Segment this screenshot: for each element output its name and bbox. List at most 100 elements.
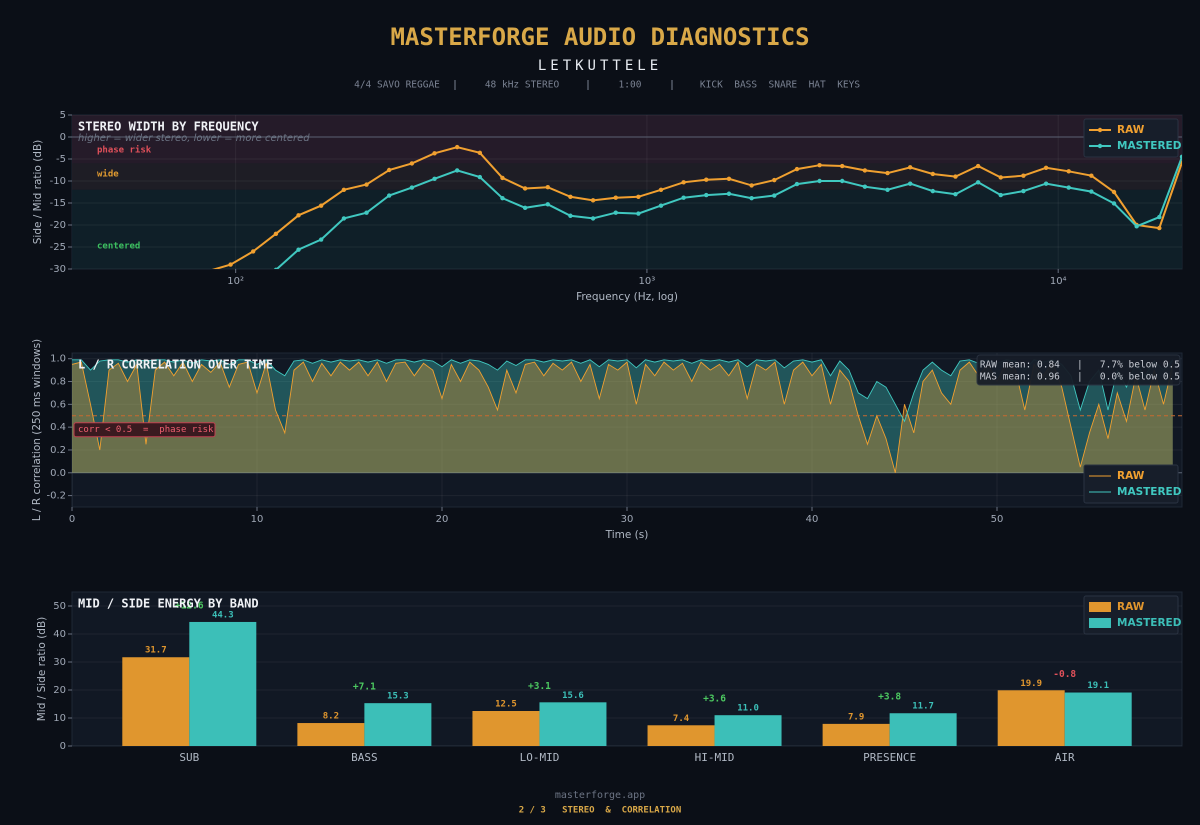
point [1066, 185, 1071, 190]
point [1111, 201, 1117, 206]
point [477, 174, 483, 180]
point [953, 174, 958, 179]
y-tick-label: 0.0 [50, 468, 66, 479]
point [613, 210, 618, 215]
point [386, 193, 392, 198]
legend-box [1083, 118, 1179, 158]
point [772, 193, 777, 198]
footer-page: 2 / 3 STEREO & CORRELATION [519, 806, 682, 816]
chart-title: L / R CORRELATION OVER TIME [78, 358, 273, 372]
y-tick-label: -25 [50, 242, 66, 253]
y-tick-label: -15 [50, 198, 66, 209]
point [409, 161, 415, 166]
zone-label: phase risk [97, 145, 152, 156]
point [907, 165, 913, 170]
category-label: LO-MID [520, 751, 560, 764]
page-title: MASTERFORGE AUDIO DIAGNOSTICS [390, 23, 809, 51]
point [817, 162, 822, 168]
value-label: 11.7 [912, 702, 934, 712]
y-tick-label: 0.8 [50, 377, 66, 388]
point [930, 188, 936, 194]
delta-label: +12.6 [175, 600, 204, 611]
point [273, 231, 279, 236]
legend-swatch [1089, 618, 1111, 628]
point [907, 181, 913, 186]
legend-label: RAW [1117, 470, 1145, 482]
y-tick-label: -5 [56, 154, 66, 165]
point [636, 211, 641, 216]
chart-title: STEREO WIDTH BY FREQUENCY [78, 120, 259, 134]
bar [1064, 692, 1132, 746]
x-tick-label: 10² [227, 276, 244, 287]
value-label: 11.0 [737, 704, 759, 714]
y-tick-label: 0.6 [50, 399, 66, 410]
point [1043, 165, 1049, 170]
point [749, 195, 754, 201]
y-tick-label: 0 [60, 132, 66, 143]
point [522, 205, 528, 211]
point [613, 195, 618, 200]
y-tick-label: -0.2 [46, 491, 66, 502]
page-subtitle: LETKUTTELE [538, 58, 662, 74]
series-line [211, 146, 1182, 269]
y-tick-label: -20 [50, 220, 66, 231]
point [228, 262, 233, 267]
point [318, 237, 324, 242]
y-tick-label: -30 [50, 264, 66, 275]
point [636, 194, 641, 200]
legend-label: RAW [1117, 124, 1145, 136]
y-tick-label: 0 [60, 741, 66, 752]
point [817, 178, 822, 184]
x-axis-label: Time (s) [605, 529, 649, 541]
y-axis-label: L / R correlation (250 ms windows) [31, 339, 43, 521]
point [1157, 214, 1162, 220]
value-label: 19.1 [1087, 681, 1109, 691]
point [409, 185, 415, 190]
bar [889, 713, 957, 746]
point [318, 203, 324, 208]
category-label: BASS [351, 751, 378, 764]
point [1089, 189, 1094, 194]
bar [714, 715, 782, 746]
point [658, 203, 664, 208]
series-line [275, 156, 1182, 269]
point [1179, 154, 1182, 159]
point [681, 195, 686, 200]
point [726, 191, 732, 196]
y-tick-label: 50 [53, 601, 66, 612]
bar [822, 723, 890, 746]
value-label: 44.3 [212, 610, 234, 620]
point [206, 269, 210, 273]
chart-title: MID / SIDE ENERGY BY BAND [78, 597, 259, 611]
category-label: AIR [1055, 751, 1075, 764]
value-label: 15.6 [562, 691, 584, 701]
point [930, 171, 936, 177]
point [658, 187, 664, 192]
point [704, 192, 709, 198]
point [839, 178, 845, 184]
annotation-box [73, 422, 216, 438]
y-tick-label: 30 [53, 657, 66, 668]
point [432, 151, 437, 156]
y-axis-label: Side / Mid ratio (dB) [32, 140, 44, 245]
y-tick-label: 40 [53, 629, 66, 640]
point [522, 186, 528, 191]
point [885, 187, 890, 192]
point [251, 278, 255, 282]
y-axis-label: Mid / Side ratio (dB) [36, 617, 48, 722]
point [228, 289, 232, 293]
value-label: 31.7 [145, 646, 167, 656]
bar [297, 723, 365, 746]
point [862, 184, 868, 189]
plot-layer [72, 605, 1182, 746]
category-label: PRESENCE [863, 751, 916, 764]
legend-label: RAW [1117, 601, 1145, 613]
point [545, 184, 550, 190]
point [590, 198, 596, 203]
delta-label: +7.1 [353, 682, 376, 693]
point [454, 144, 460, 150]
y-tick-label: 5 [60, 110, 66, 121]
point [998, 175, 1003, 180]
point [590, 216, 596, 221]
y-tick-label: -10 [50, 176, 66, 187]
